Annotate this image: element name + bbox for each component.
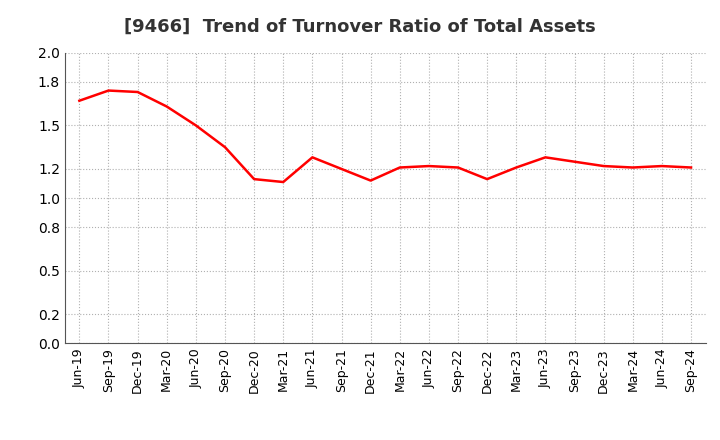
Text: [9466]  Trend of Turnover Ratio of Total Assets: [9466] Trend of Turnover Ratio of Total … xyxy=(124,18,596,36)
